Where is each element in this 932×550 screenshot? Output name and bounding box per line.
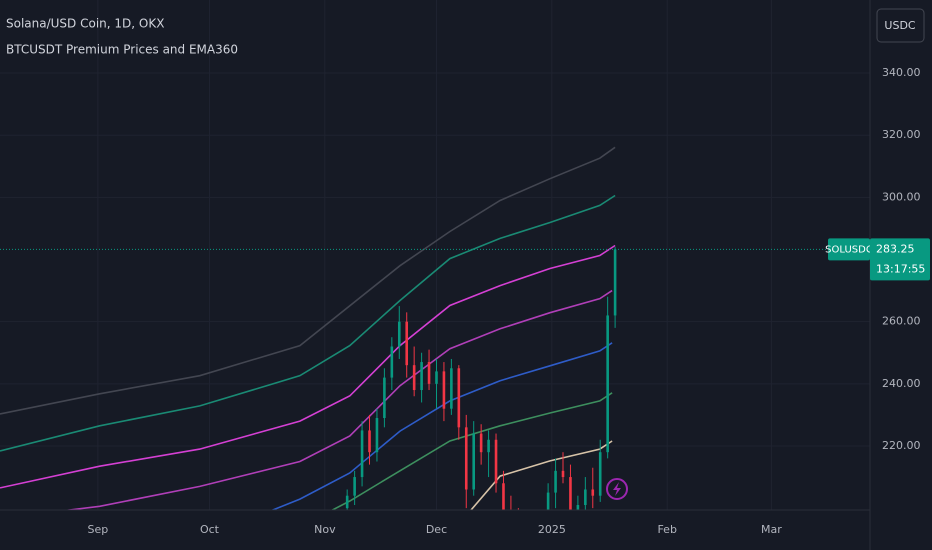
currency-button[interactable] [876,8,925,43]
x-tick-label: Nov [314,523,336,536]
candle-body [576,505,580,510]
plot-area [0,146,870,510]
symbol-label: SOLUSDC [825,244,873,255]
candle-body [479,433,483,453]
candle-body [353,477,356,496]
y-tick-label: 300.00 [882,190,921,203]
indicator-line [270,342,613,510]
candle-body [584,489,587,506]
candle-body [464,427,468,490]
candle-body [390,346,394,378]
indicator-line [469,440,613,510]
candle-body [450,368,453,409]
candle-body [368,430,371,453]
candle-body [554,470,557,493]
x-tick-label: Sep [87,523,108,536]
candle-body [435,371,438,384]
candle-body [613,249,617,316]
candle-body [442,371,446,409]
y-tick-label: 340.00 [882,66,921,79]
price-label: SOLUSDC 283.25 13:17:55 [825,238,930,281]
candle-body [427,362,431,384]
axes: 220.00 240.00 260.00 300.00 320.00 340.00 Sep O… [87,66,920,536]
candle-body [412,365,416,391]
candle-body [375,418,379,453]
candle-body [345,495,349,509]
indicator-line [330,392,613,510]
x-tick-label: Oct [200,523,220,536]
candle-body [494,439,498,484]
grid [0,0,870,510]
candle-body [591,489,595,496]
candle-body [487,439,490,453]
indicator-label: BTCUSDT Premium Prices and EMA360 [6,43,238,57]
indicator-line [63,289,613,510]
symbol-box [828,238,870,261]
candle-body [472,433,475,490]
last-price-label: 283.25 [876,242,915,255]
currency-label[interactable]: USDC [884,19,916,32]
candle-body [457,368,461,428]
candle-body [546,492,550,510]
indicator-line [0,194,616,452]
x-tick-label: Dec [426,523,447,536]
candle-body [561,470,565,478]
candle-body [360,430,364,478]
countdown-label: 13:17:55 [876,262,925,275]
event-icon[interactable] [606,478,628,500]
event-icon-bolt[interactable] [613,482,621,496]
y-tick-label: 240.00 [882,377,921,390]
y-tick-label: 220.00 [882,439,921,452]
candle-body [598,452,602,496]
candle-body [569,477,572,510]
candle-body [420,362,423,391]
candle-body [397,321,401,347]
candle-body [405,321,409,366]
price-box [870,238,930,281]
y-tick-label: 260.00 [882,315,921,328]
x-tick-label: 2025 [538,523,566,536]
x-tick-label: Mar [761,523,782,536]
x-tick-label: Feb [657,523,676,536]
chart-title: Solana/USD Coin, 1D, OKX [6,17,164,31]
candle-body [502,483,505,510]
candle-body [383,377,386,419]
candle-body [606,315,609,453]
indicator-line [0,146,616,415]
y-tick-label: 320.00 [882,128,921,141]
